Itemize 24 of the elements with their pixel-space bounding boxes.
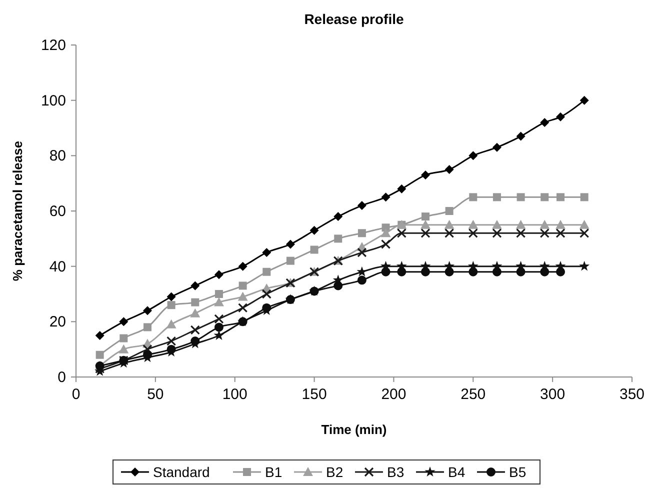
x-tick-label: 100 [222,386,248,403]
legend-label: B5 [509,464,526,480]
x-tick-label: 150 [302,386,327,403]
x-tick-label: 250 [460,386,486,403]
legend-label: B4 [448,464,466,480]
y-tick-label: 60 [49,203,66,220]
y-tick-label: 100 [40,92,66,110]
y-tick-label: 120 [40,37,66,54]
chart-title: Release profile [304,11,404,27]
x-tick-label: 50 [147,386,164,403]
y-tick-label: 40 [49,258,66,276]
x-axis-title: Time (min) [321,422,387,437]
x-tick-label: 200 [381,386,406,403]
legend-label: Standard [153,464,210,480]
y-tick-label: 20 [49,314,66,331]
x-tick-label: 350 [619,386,645,403]
x-tick-label: 0 [72,386,80,403]
y-axis-title: % paracetamol release [10,140,25,282]
x-tick-label: 300 [540,386,566,403]
legend-label: B3 [387,464,404,480]
y-tick-label: 0 [58,369,66,386]
y-tick-label: 80 [49,148,66,165]
legend-label: B2 [326,464,344,480]
legend-label: B1 [265,464,282,480]
